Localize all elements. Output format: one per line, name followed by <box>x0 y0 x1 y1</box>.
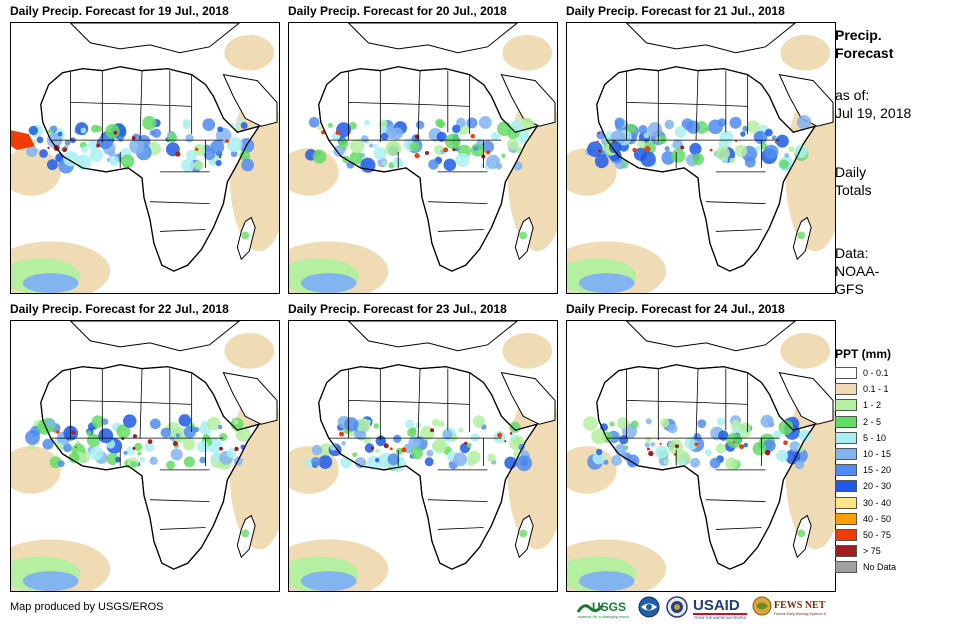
precip-map <box>566 22 836 294</box>
forecast-panel-5: Daily Precip. Forecast for 23 Jul., 2018 <box>288 302 558 592</box>
forecast-panel-4: Daily Precip. Forecast for 22 Jul., 2018 <box>10 302 280 592</box>
africa-map-svg <box>289 321 557 591</box>
legend-swatch <box>835 415 857 428</box>
panel-title: Daily Precip. Forecast for 19 Jul., 2018 <box>10 4 229 18</box>
africa-map-svg <box>567 23 835 293</box>
legend-swatch <box>835 545 857 558</box>
forecast-panel-2: Daily Precip. Forecast for 20 Jul., 2018 <box>288 4 558 294</box>
legend-label: 50 - 75 <box>863 529 892 540</box>
svg-text:science for a changing world: science for a changing world <box>578 614 629 619</box>
legend-swatch <box>835 480 857 493</box>
svg-text:FROM THE AMERICAN PEOPLE: FROM THE AMERICAN PEOPLE <box>694 616 747 620</box>
legend-swatch <box>835 561 857 574</box>
legend-label: 30 - 40 <box>863 497 892 508</box>
map-credit: Map produced by USGS/EROS <box>10 601 164 613</box>
usaid-logo: USAID FROM THE AMERICAN PEOPLE <box>693 597 747 620</box>
legend-swatch <box>835 496 857 509</box>
forecast-panel-3: Daily Precip. Forecast for 21 Jul., 2018 <box>566 4 836 294</box>
legend-label: No Data <box>863 562 897 573</box>
precip-map <box>10 320 280 592</box>
legend-swatch <box>835 399 857 412</box>
svg-text:USAID: USAID <box>693 597 740 614</box>
legend-label: 40 - 50 <box>863 513 892 524</box>
legend-label: 5 - 10 <box>863 432 887 443</box>
partner-logos: USGS science for a changing world USAID … <box>576 594 826 622</box>
svg-text:FEWS NET: FEWS NET <box>774 600 826 611</box>
legend-swatch <box>835 512 857 525</box>
africa-map-svg <box>11 321 279 591</box>
svg-text:USGS: USGS <box>592 600 626 614</box>
legend-title: PPT (mm) <box>835 347 892 361</box>
africa-map-svg <box>11 23 279 293</box>
fewsnet-logo: FEWS NET Famine Early Warning Systems Ne… <box>752 596 826 616</box>
precip-map <box>288 22 558 294</box>
precip-map <box>566 320 836 592</box>
noaa-logo <box>638 596 660 618</box>
legend-label: > 75 <box>863 546 881 557</box>
legend-swatch <box>835 447 857 460</box>
legend-swatch <box>835 464 857 477</box>
precip-map <box>288 320 558 592</box>
legend-label: 0.1 - 1 <box>863 384 889 395</box>
legend-swatch <box>835 431 857 444</box>
panel-title: Daily Precip. Forecast for 23 Jul., 2018 <box>288 302 507 316</box>
totals-label: Daily Totals <box>835 164 872 198</box>
forecast-title: Precip. Forecast <box>835 27 894 61</box>
forecast-panel-6: Daily Precip. Forecast for 24 Jul., 2018 <box>566 302 836 592</box>
panel-title: Daily Precip. Forecast for 21 Jul., 2018 <box>566 4 785 18</box>
panel-title: Daily Precip. Forecast for 22 Jul., 2018 <box>10 302 229 316</box>
legend-swatch <box>835 383 857 396</box>
legend-label: 0 - 0.1 <box>863 368 889 378</box>
legend-swatch <box>835 528 857 541</box>
panel-title: Daily Precip. Forecast for 24 Jul., 2018 <box>566 302 785 316</box>
usgs-logo: USGS science for a changing world <box>576 600 629 619</box>
precip-map <box>10 22 280 294</box>
legend-label: 20 - 30 <box>863 481 892 492</box>
svg-text:Famine Early Warning Systems N: Famine Early Warning Systems Network <box>774 612 826 616</box>
legend-swatch <box>835 367 857 379</box>
legend-label: 2 - 5 <box>863 416 882 427</box>
panel-title: Daily Precip. Forecast for 20 Jul., 2018 <box>288 4 507 18</box>
legend-label: 15 - 20 <box>863 465 892 476</box>
state-dept-seal <box>666 596 688 618</box>
data-source: Data: NOAA- GFS <box>835 245 880 297</box>
as-of-date: as of: Jul 19, 2018 <box>835 87 912 121</box>
legend-label: 10 - 15 <box>863 448 892 459</box>
africa-map-svg <box>289 23 557 293</box>
legend-label: 1 - 2 <box>863 400 882 411</box>
forecast-panel-1: Daily Precip. Forecast for 19 Jul., 2018 <box>10 4 280 294</box>
africa-map-svg <box>567 321 835 591</box>
